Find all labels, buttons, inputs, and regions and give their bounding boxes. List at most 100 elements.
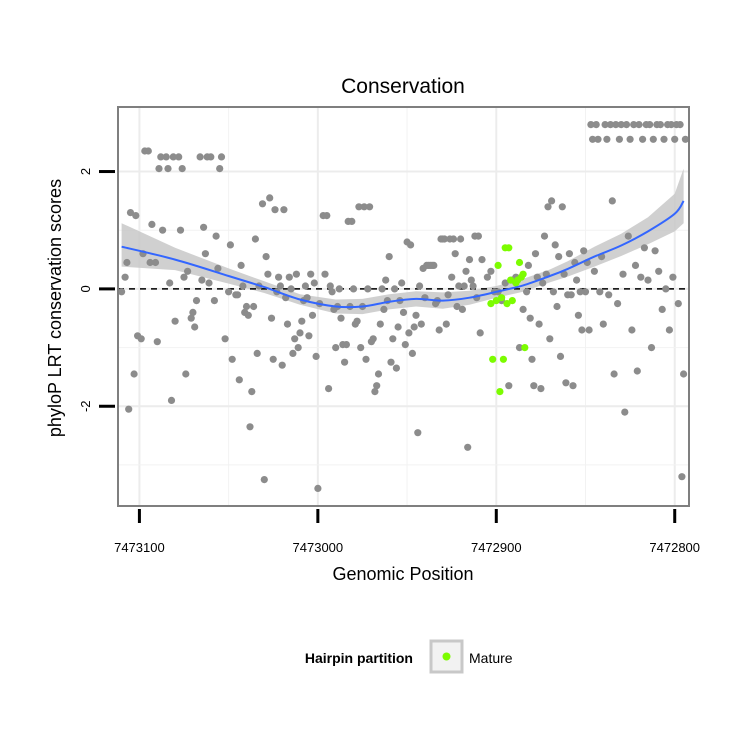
data-point bbox=[308, 311, 317, 319]
data-point bbox=[476, 329, 484, 337]
data-point bbox=[242, 302, 251, 311]
data-point bbox=[371, 388, 379, 396]
data-point bbox=[440, 235, 449, 243]
data-point bbox=[660, 135, 668, 143]
data-point bbox=[416, 282, 424, 290]
data-point bbox=[469, 282, 477, 290]
data-point bbox=[162, 153, 170, 161]
data-point bbox=[378, 285, 386, 293]
data-point bbox=[540, 232, 549, 240]
data-point bbox=[328, 288, 336, 296]
data-point bbox=[430, 261, 438, 269]
mature-point bbox=[505, 244, 513, 252]
data-point bbox=[182, 370, 190, 378]
data-point bbox=[606, 121, 615, 129]
data-point bbox=[234, 291, 242, 299]
mature-point bbox=[503, 300, 511, 308]
data-point bbox=[391, 285, 399, 293]
data-point bbox=[184, 267, 192, 275]
data-point bbox=[151, 258, 160, 267]
data-point bbox=[389, 335, 397, 343]
data-point bbox=[462, 267, 470, 275]
data-point bbox=[189, 308, 197, 316]
data-point bbox=[610, 370, 618, 378]
data-point bbox=[239, 282, 247, 290]
data-point bbox=[364, 285, 372, 293]
data-point bbox=[307, 270, 315, 278]
data-point bbox=[200, 223, 208, 231]
x-tick-label: 7472800 bbox=[649, 540, 700, 555]
data-point bbox=[412, 311, 420, 319]
data-point bbox=[178, 165, 186, 173]
data-point bbox=[226, 241, 234, 249]
data-point bbox=[380, 305, 388, 313]
data-point bbox=[264, 270, 272, 278]
mature-point bbox=[507, 276, 515, 284]
data-point bbox=[341, 358, 349, 366]
data-point bbox=[362, 355, 370, 363]
data-point bbox=[555, 253, 563, 261]
data-point bbox=[537, 385, 545, 393]
data-point bbox=[198, 276, 206, 284]
data-point bbox=[191, 323, 199, 331]
data-point bbox=[187, 314, 195, 322]
data-point bbox=[407, 241, 415, 249]
data-point bbox=[296, 329, 304, 337]
mature-point bbox=[487, 300, 495, 308]
scatter-points bbox=[118, 121, 690, 492]
data-point bbox=[405, 329, 413, 337]
data-point bbox=[157, 153, 165, 161]
data-point bbox=[192, 297, 201, 305]
data-point bbox=[292, 270, 300, 278]
data-point bbox=[399, 308, 408, 316]
data-point bbox=[221, 335, 229, 343]
data-point bbox=[298, 317, 306, 325]
data-point bbox=[576, 288, 584, 296]
data-point bbox=[465, 256, 474, 264]
data-point bbox=[246, 423, 254, 431]
data-point bbox=[658, 305, 666, 313]
data-point bbox=[176, 226, 185, 234]
data-point bbox=[266, 194, 274, 202]
mature-point bbox=[508, 297, 516, 305]
data-point bbox=[649, 135, 657, 143]
data-point bbox=[285, 273, 293, 281]
data-point bbox=[360, 203, 368, 211]
panel-frame bbox=[117, 106, 690, 507]
data-point bbox=[225, 288, 233, 296]
data-point bbox=[303, 294, 311, 302]
data-point bbox=[287, 285, 295, 293]
data-point bbox=[314, 484, 322, 492]
data-point bbox=[592, 121, 600, 129]
data-point bbox=[323, 212, 331, 220]
data-point bbox=[656, 121, 665, 129]
data-point bbox=[348, 217, 356, 225]
data-point bbox=[294, 344, 302, 352]
data-point bbox=[267, 314, 276, 322]
data-point bbox=[556, 352, 565, 360]
data-point bbox=[392, 364, 400, 372]
data-point bbox=[410, 323, 418, 331]
data-point bbox=[574, 311, 583, 319]
data-point bbox=[301, 282, 309, 290]
data-point bbox=[137, 335, 145, 343]
data-point bbox=[676, 121, 684, 129]
data-point bbox=[442, 320, 450, 328]
data-point bbox=[251, 235, 259, 243]
data-point bbox=[169, 153, 177, 161]
data-point bbox=[146, 258, 154, 267]
data-point bbox=[126, 209, 135, 217]
data-point bbox=[332, 344, 340, 352]
data-point bbox=[594, 135, 602, 143]
mature-point bbox=[492, 297, 500, 305]
data-point bbox=[125, 405, 133, 413]
data-point bbox=[612, 121, 620, 129]
data-point bbox=[589, 135, 597, 143]
data-point bbox=[519, 305, 527, 313]
legend: Hairpin partition Mature bbox=[305, 639, 513, 674]
data-point bbox=[671, 135, 679, 143]
data-point bbox=[275, 273, 283, 281]
data-point bbox=[655, 267, 663, 275]
x-tick-label: 7473000 bbox=[293, 540, 344, 555]
data-point bbox=[337, 314, 345, 322]
